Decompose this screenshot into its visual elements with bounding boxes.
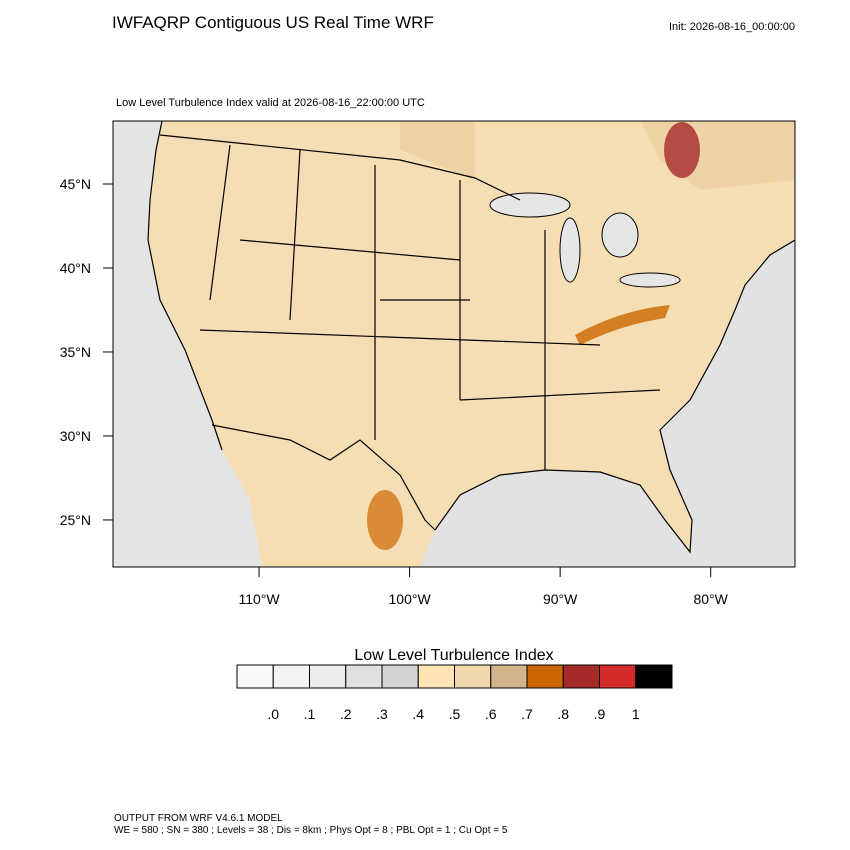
map-frame bbox=[112, 120, 796, 568]
atlantic-gulf bbox=[420, 240, 795, 567]
y-tick-label: 30°N bbox=[60, 428, 91, 444]
footer-line: OUTPUT FROM WRF V4.6.1 MODEL bbox=[114, 813, 283, 824]
colorbar-label: .4 bbox=[412, 706, 424, 722]
colorbar-box bbox=[272, 664, 310, 689]
colorbar-label: .7 bbox=[521, 706, 533, 722]
colorbar-label: .5 bbox=[449, 706, 461, 722]
colorbar-box bbox=[381, 664, 419, 689]
colorbar-label: .1 bbox=[304, 706, 316, 722]
colorbar-box bbox=[417, 664, 455, 689]
colorbar-box bbox=[526, 664, 564, 689]
colorbar-label: .2 bbox=[340, 706, 352, 722]
colorbar-box bbox=[635, 664, 673, 689]
y-tick-label: 45°N bbox=[60, 176, 91, 192]
subtitle: Low Level Turbulence Index valid at 2026… bbox=[116, 97, 425, 109]
colorbar-box bbox=[309, 664, 347, 689]
colorbar-label: .6 bbox=[485, 706, 497, 722]
colorbar-label: .0 bbox=[267, 706, 279, 722]
colorbar-box bbox=[345, 664, 383, 689]
colorbar-box bbox=[236, 664, 274, 689]
colorbar-label: 1 bbox=[632, 706, 640, 722]
x-tick-label: 90°W bbox=[543, 591, 578, 607]
colorbar-box bbox=[599, 664, 637, 689]
x-tick-label: 110°W bbox=[238, 591, 280, 607]
colorbar-title: Low Level Turbulence Index bbox=[354, 647, 553, 664]
footer-line: WE = 580 ; SN = 380 ; Levels = 38 ; Dis … bbox=[114, 825, 508, 836]
hotspot bbox=[664, 122, 700, 178]
lake bbox=[559, 217, 581, 283]
lake bbox=[489, 192, 571, 218]
map-area bbox=[113, 121, 795, 567]
colorbar-label: .9 bbox=[594, 706, 606, 722]
x-tick-label: 100°W bbox=[389, 591, 432, 607]
x-tick-label: 80°W bbox=[693, 591, 728, 607]
colorbar-box bbox=[562, 664, 600, 689]
hotspot bbox=[575, 305, 670, 345]
colorbar-box bbox=[454, 664, 492, 689]
colorbar-label: .3 bbox=[376, 706, 388, 722]
colorbar-label: .8 bbox=[557, 706, 569, 722]
pacific bbox=[113, 121, 262, 567]
hotspot bbox=[367, 490, 403, 550]
lake bbox=[601, 212, 639, 258]
lake bbox=[619, 272, 681, 288]
title: IWFAQRP Contiguous US Real Time WRF bbox=[112, 13, 434, 32]
colorbar-box bbox=[490, 664, 528, 689]
y-tick-label: 25°N bbox=[60, 512, 91, 528]
init-time: Init: 2026-08-16_00:00:00 bbox=[669, 21, 795, 33]
y-tick-label: 35°N bbox=[60, 344, 91, 360]
y-tick-label: 40°N bbox=[60, 260, 91, 276]
borders bbox=[147, 121, 795, 554]
